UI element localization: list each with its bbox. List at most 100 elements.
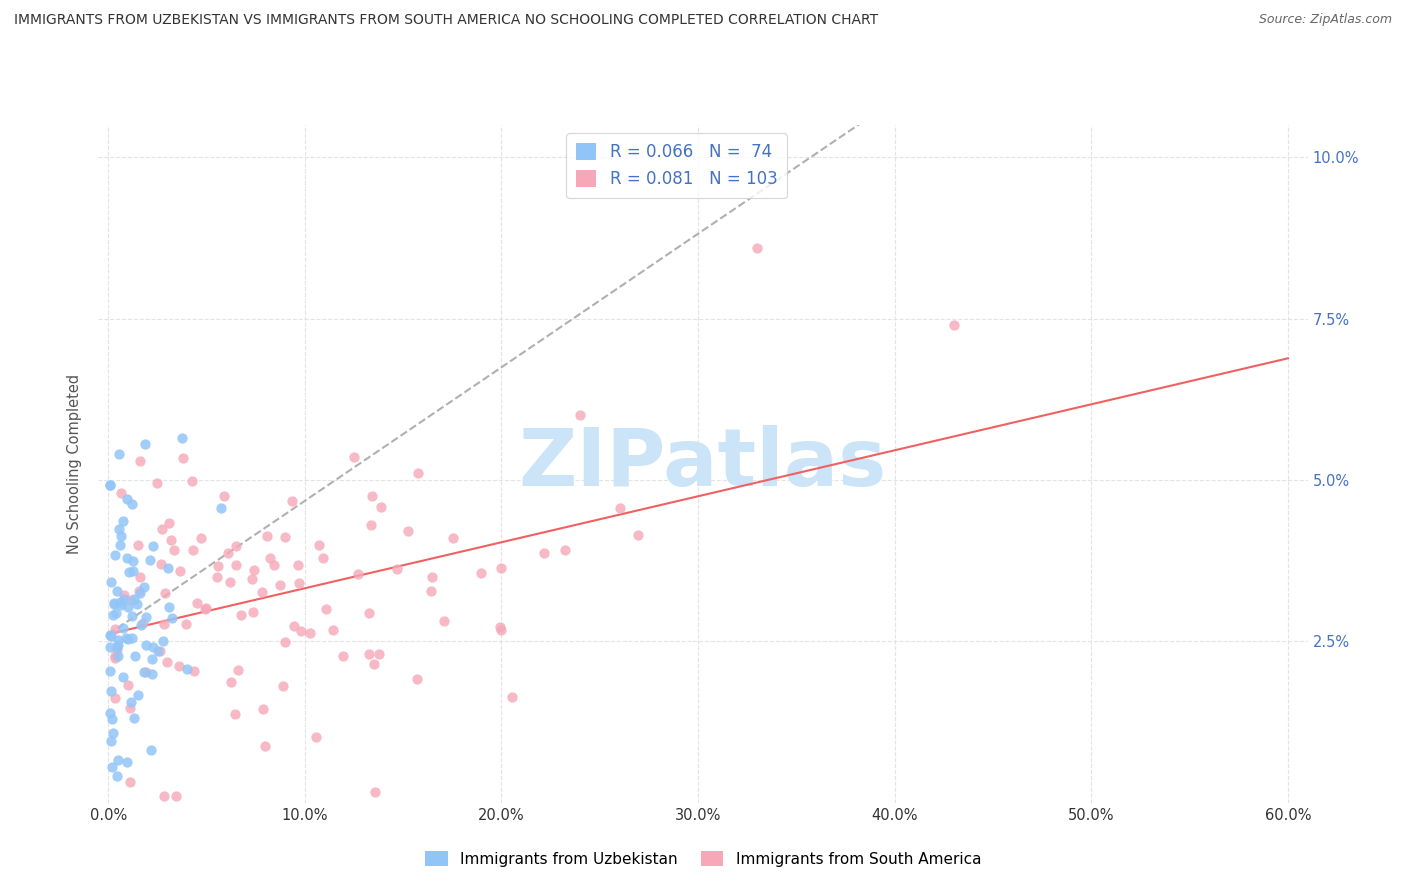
Immigrants from South America <box>263 558 285 572</box>
Immigrants from South America <box>396 524 419 539</box>
Immigrants from Uzbekistan <box>101 608 124 623</box>
Immigrants from South America <box>169 564 191 578</box>
Immigrants from Uzbekistan <box>209 500 232 515</box>
Immigrants from Uzbekistan <box>139 553 162 567</box>
Immigrants from Uzbekistan <box>98 665 121 679</box>
Immigrants from Uzbekistan <box>110 598 132 612</box>
Immigrants from Uzbekistan <box>100 733 122 747</box>
Immigrants from South America <box>745 241 768 255</box>
Immigrants from Uzbekistan <box>104 548 127 562</box>
Immigrants from South America <box>225 558 247 573</box>
Immigrants from Uzbekistan <box>100 684 122 698</box>
Immigrants from South America <box>104 690 127 705</box>
Immigrants from Uzbekistan <box>125 597 148 611</box>
Immigrants from Uzbekistan <box>152 634 174 648</box>
Immigrants from South America <box>229 608 252 623</box>
Immigrants from South America <box>219 574 242 589</box>
Immigrants from Uzbekistan <box>98 478 121 492</box>
Immigrants from Uzbekistan <box>111 670 134 684</box>
Immigrants from South America <box>149 644 172 658</box>
Immigrants from South America <box>470 566 492 580</box>
Immigrants from South America <box>104 651 127 665</box>
Immigrants from South America <box>312 551 335 566</box>
Immigrants from South America <box>135 665 157 680</box>
Immigrants from South America <box>205 569 228 583</box>
Immigrants from South America <box>221 674 243 689</box>
Text: Source: ZipAtlas.com: Source: ZipAtlas.com <box>1258 13 1392 27</box>
Immigrants from Uzbekistan <box>141 667 163 681</box>
Immigrants from South America <box>195 600 218 615</box>
Immigrants from South America <box>165 789 187 804</box>
Immigrants from South America <box>569 409 592 423</box>
Immigrants from South America <box>315 602 337 616</box>
Immigrants from Uzbekistan <box>157 599 180 614</box>
Immigrants from South America <box>254 739 277 754</box>
Immigrants from South America <box>127 538 149 552</box>
Immigrants from South America <box>129 570 152 584</box>
Immigrants from Uzbekistan <box>107 753 129 767</box>
Immigrants from South America <box>243 563 266 577</box>
Immigrants from Uzbekistan <box>103 598 125 612</box>
Immigrants from South America <box>287 558 309 573</box>
Immigrants from South America <box>217 546 239 560</box>
Immigrants from South America <box>441 531 464 545</box>
Immigrants from South America <box>120 701 142 715</box>
Immigrants from South America <box>214 489 236 503</box>
Immigrants from South America <box>156 655 179 669</box>
Immigrants from South America <box>433 615 456 629</box>
Immigrants from South America <box>226 664 249 678</box>
Immigrants from Uzbekistan <box>146 643 169 657</box>
Immigrants from Uzbekistan <box>100 629 122 643</box>
Immigrants from Uzbekistan <box>156 561 179 575</box>
Immigrants from Uzbekistan <box>101 712 124 726</box>
Immigrants from Uzbekistan <box>117 632 139 646</box>
Immigrants from Uzbekistan <box>98 627 121 641</box>
Immigrants from South America <box>104 648 127 663</box>
Immigrants from South America <box>117 678 139 692</box>
Immigrants from South America <box>420 584 443 599</box>
Legend: Immigrants from Uzbekistan, Immigrants from South America: Immigrants from Uzbekistan, Immigrants f… <box>419 846 987 873</box>
Immigrants from Uzbekistan <box>170 431 193 445</box>
Immigrants from Uzbekistan <box>100 706 122 720</box>
Immigrants from South America <box>489 561 512 575</box>
Immigrants from South America <box>194 602 217 616</box>
Immigrants from South America <box>290 624 312 639</box>
Immigrants from Uzbekistan <box>103 596 125 610</box>
Immigrants from South America <box>145 475 167 490</box>
Immigrants from South America <box>420 569 443 583</box>
Immigrants from South America <box>259 551 281 566</box>
Immigrants from South America <box>322 624 344 638</box>
Immigrants from South America <box>207 559 229 574</box>
Immigrants from Uzbekistan <box>98 478 121 492</box>
Immigrants from South America <box>186 596 208 610</box>
Immigrants from South America <box>406 466 429 480</box>
Immigrants from Uzbekistan <box>107 648 129 663</box>
Immigrants from South America <box>332 649 354 664</box>
Immigrants from Uzbekistan <box>121 564 143 578</box>
Immigrants from South America <box>308 538 330 552</box>
Immigrants from South America <box>283 618 305 632</box>
Immigrants from Uzbekistan <box>100 574 122 589</box>
Immigrants from South America <box>271 679 294 693</box>
Immigrants from South America <box>167 659 190 673</box>
Immigrants from South America <box>150 557 173 571</box>
Immigrants from South America <box>183 665 205 679</box>
Text: ZIPatlas: ZIPatlas <box>519 425 887 503</box>
Immigrants from Uzbekistan <box>98 640 121 654</box>
Immigrants from South America <box>157 516 180 531</box>
Immigrants from South America <box>242 572 264 586</box>
Immigrants from South America <box>385 562 408 576</box>
Immigrants from South America <box>242 605 264 619</box>
Immigrants from Uzbekistan <box>142 640 165 654</box>
Immigrants from South America <box>152 522 174 536</box>
Immigrants from South America <box>626 528 648 542</box>
Immigrants from Uzbekistan <box>134 665 156 680</box>
Immigrants from Uzbekistan <box>108 538 131 552</box>
Y-axis label: No Schooling Completed: No Schooling Completed <box>67 374 83 554</box>
Immigrants from South America <box>305 730 328 744</box>
Immigrants from Uzbekistan <box>139 743 162 757</box>
Immigrants from Uzbekistan <box>121 608 143 623</box>
Immigrants from Uzbekistan <box>115 550 138 565</box>
Immigrants from South America <box>224 706 246 721</box>
Immigrants from Uzbekistan <box>122 591 145 606</box>
